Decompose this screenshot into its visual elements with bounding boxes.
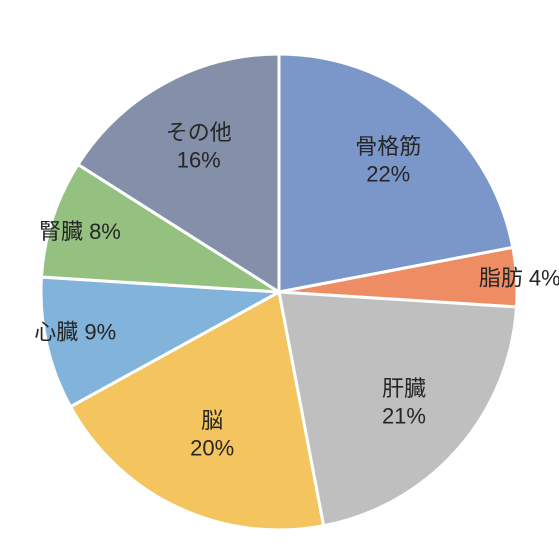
pie-slice-label: 腎臓 8% [39,219,121,244]
pie-svg: 骨格筋22%脂肪 4%肝臓21%脳20%心臓 9%腎臓 8%その他16% [0,0,559,559]
pie-slice-label: 脂肪 4% [479,266,559,291]
pie-chart: 骨格筋22%脂肪 4%肝臓21%脳20%心臓 9%腎臓 8%その他16% [0,0,559,559]
pie-slice-label: 心臓 9% [34,319,116,344]
